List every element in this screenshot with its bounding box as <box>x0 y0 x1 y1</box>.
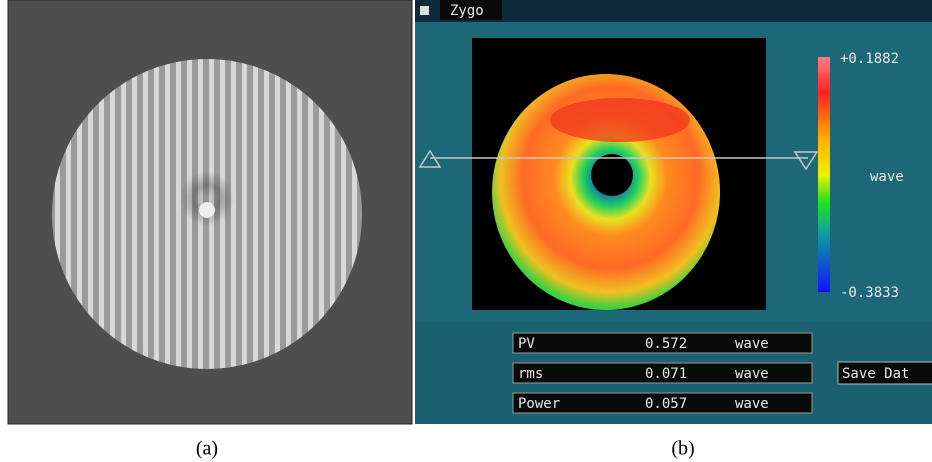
figure: Zygo +0.1882 wave -0.3833 PV 0.572 wave rms… <box>0 0 932 462</box>
results: PV 0.572 wave rms 0.071 wave Power 0.057 wave <box>513 333 812 413</box>
caption-a: (a) <box>196 438 218 460</box>
result-name: Power <box>518 396 560 412</box>
caption-b: (b) <box>671 438 694 460</box>
window-title: Zygo <box>450 3 484 19</box>
result-unit: wave <box>735 336 769 352</box>
save-button-label[interactable]: Save Dat <box>842 366 909 382</box>
result-unit: wave <box>735 366 769 382</box>
center-spot <box>199 202 215 218</box>
colorbar <box>818 57 830 292</box>
result-name: PV <box>518 336 535 352</box>
colorbar-min: -0.3833 <box>840 285 899 301</box>
result-name: rms <box>518 366 543 382</box>
result-value: 0.572 <box>645 336 687 352</box>
center-hole <box>591 154 633 196</box>
result-value: 0.071 <box>645 366 687 382</box>
close-box[interactable] <box>420 6 429 15</box>
colorbar-max: +0.1882 <box>840 51 899 67</box>
page: Zygo +0.1882 wave -0.3833 PV 0.572 wave rms… <box>0 0 932 462</box>
result-value: 0.057 <box>645 396 687 412</box>
high-region <box>550 98 690 142</box>
result-unit: wave <box>735 396 769 412</box>
colorbar-unit: wave <box>870 169 904 185</box>
